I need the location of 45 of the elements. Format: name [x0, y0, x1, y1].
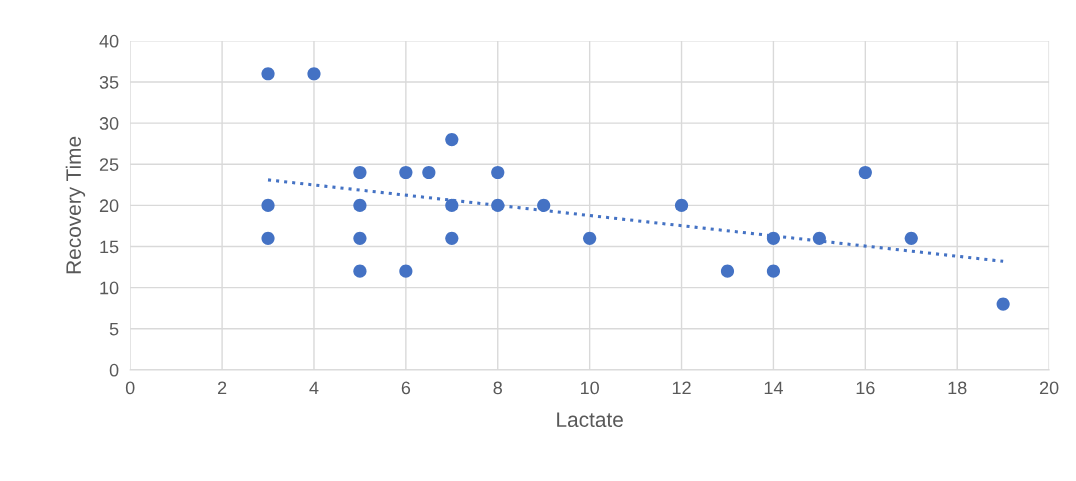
x-tick-label: 16 [856, 381, 875, 395]
point [583, 231, 597, 245]
point [766, 264, 781, 278]
point [537, 198, 551, 212]
x-tick-label: 20 [1039, 381, 1059, 395]
y-tick-label: 30 [99, 117, 119, 130]
y-tick-label: 10 [100, 281, 119, 295]
x-tick-label: 12 [672, 381, 691, 395]
y-tick-label: 25 [99, 158, 119, 171]
point [261, 231, 275, 245]
point [353, 231, 367, 245]
x-tick-label: 0 [125, 381, 135, 395]
point [858, 165, 872, 180]
point [491, 165, 505, 180]
y-tick-label: 20 [99, 199, 119, 213]
point [353, 198, 367, 212]
y-tick-label: 5 [109, 322, 119, 336]
x-tick-label: 10 [580, 381, 599, 395]
point [353, 264, 367, 278]
point [445, 198, 459, 212]
x-tick-label: 4 [309, 381, 319, 395]
x-tick-label: 6 [401, 381, 411, 395]
point [353, 165, 367, 180]
point [261, 67, 275, 81]
point [422, 165, 436, 180]
point [720, 264, 735, 278]
y-tick-label: 0 [109, 363, 119, 377]
point [445, 133, 459, 147]
y-tick-label: 35 [99, 75, 119, 89]
point [674, 198, 689, 212]
x-tick-label: 14 [764, 381, 783, 395]
point [307, 67, 321, 81]
point [399, 264, 413, 278]
point [261, 198, 275, 212]
x-tick-label: 2 [217, 381, 227, 395]
y-tick-label: 40 [99, 34, 119, 48]
point [445, 231, 459, 245]
x-tick-label: 8 [493, 381, 502, 395]
point [904, 231, 918, 245]
y-axis-title: Recovery Time [65, 136, 86, 274]
point [996, 297, 1010, 311]
point [399, 165, 413, 180]
y-tick-label: 15 [100, 240, 119, 254]
x-axis-title: Lactate [557, 412, 623, 428]
x-tick-label: 18 [948, 381, 967, 395]
